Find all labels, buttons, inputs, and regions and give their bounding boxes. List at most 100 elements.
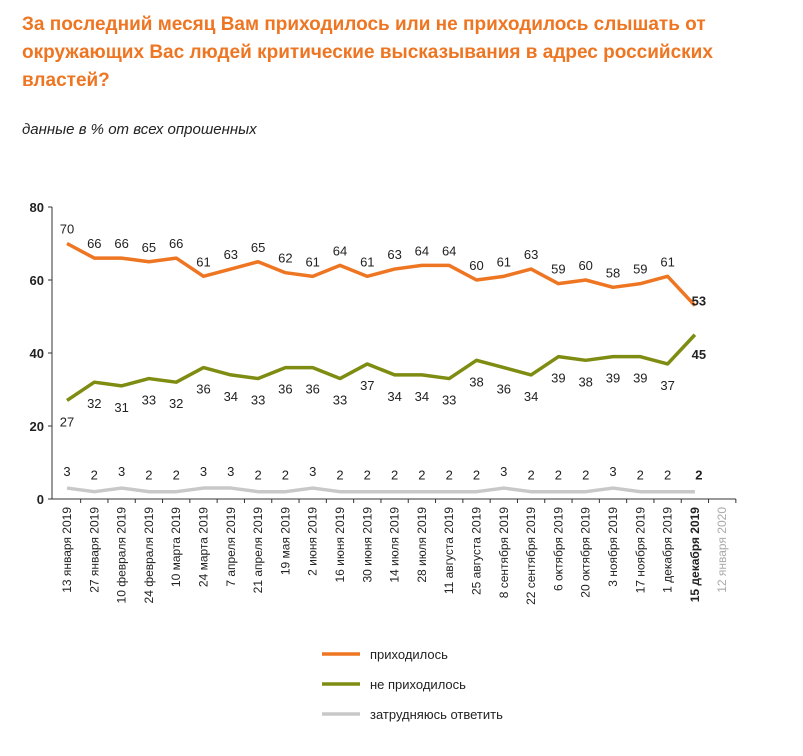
y-tick-label: 20 xyxy=(30,419,44,434)
x-tick-label: 12 января 2020 xyxy=(715,507,729,593)
chart-subtitle: данные в % от всех опрошенных xyxy=(22,121,257,138)
data-label: 2 xyxy=(145,468,152,483)
x-tick-label: 28 июля 2019 xyxy=(415,507,429,583)
legend-label: затрудняюсь ответить xyxy=(370,707,503,722)
x-tick-label: 14 июля 2019 xyxy=(388,507,402,583)
y-tick-label: 40 xyxy=(30,346,44,361)
data-label: 39 xyxy=(551,371,565,386)
data-label: 59 xyxy=(633,262,647,277)
data-label: 61 xyxy=(196,254,210,269)
data-label: 65 xyxy=(251,240,265,255)
x-tick-label: 10 февраля 2019 xyxy=(115,507,129,604)
line-series xyxy=(66,486,695,494)
data-label: 2 xyxy=(336,468,343,483)
data-label: 2 xyxy=(391,468,398,483)
data-label: 60 xyxy=(578,258,592,273)
x-tick-label: 24 февраля 2019 xyxy=(142,507,156,604)
x-tick-label: 25 августа 2019 xyxy=(470,507,484,595)
x-tick-label: 21 апреля 2019 xyxy=(251,507,265,594)
data-label: 36 xyxy=(497,382,511,397)
data-label: 3 xyxy=(500,464,507,479)
data-label: 2 xyxy=(173,468,180,483)
x-tick-label: 15 декабря 2019 xyxy=(688,507,702,603)
data-label: 3 xyxy=(200,464,207,479)
x-tick-label: 8 сентября 2019 xyxy=(497,507,511,599)
x-tick-label: 6 октября 2019 xyxy=(551,507,565,591)
data-label: 39 xyxy=(606,371,620,386)
data-label: 62 xyxy=(278,251,292,266)
data-label: 2 xyxy=(446,468,453,483)
data-label: 34 xyxy=(224,389,238,404)
data-label: 66 xyxy=(114,236,128,251)
y-tick-label: 80 xyxy=(30,200,44,215)
x-tick-label: 20 октября 2019 xyxy=(579,507,593,598)
data-label: 3 xyxy=(309,464,316,479)
line-series xyxy=(66,333,697,402)
data-label: 63 xyxy=(387,247,401,262)
x-tick-label: 30 июня 2019 xyxy=(360,507,374,583)
x-tick-label: 17 ноября 2019 xyxy=(633,507,647,594)
data-label: 34 xyxy=(415,389,429,404)
x-tick-label: 24 марта 2019 xyxy=(197,507,211,587)
data-label: 2 xyxy=(664,468,671,483)
data-label: 45 xyxy=(692,347,706,362)
y-tick-label: 60 xyxy=(30,273,44,288)
data-label: 2 xyxy=(637,468,644,483)
data-label: 36 xyxy=(305,382,319,397)
data-label: 2 xyxy=(555,468,562,483)
data-label: 53 xyxy=(692,294,706,309)
data-label: 2 xyxy=(91,468,98,483)
data-label: 58 xyxy=(606,265,620,280)
data-label: 64 xyxy=(415,243,429,258)
data-label: 34 xyxy=(387,389,401,404)
data-label: 2 xyxy=(527,468,534,483)
x-tick-label: 13 января 2019 xyxy=(60,507,74,593)
data-label: 61 xyxy=(305,254,319,269)
data-label: 66 xyxy=(169,236,183,251)
data-label: 37 xyxy=(660,378,674,393)
data-label: 3 xyxy=(63,464,70,479)
data-label: 2 xyxy=(473,468,480,483)
data-label: 2 xyxy=(254,468,261,483)
data-label: 59 xyxy=(551,262,565,277)
y-tick-label: 0 xyxy=(37,492,44,507)
data-label: 63 xyxy=(224,247,238,262)
line-series xyxy=(66,241,697,307)
data-label: 33 xyxy=(442,393,456,408)
data-label: 65 xyxy=(142,240,156,255)
data-label: 2 xyxy=(364,468,371,483)
data-label: 60 xyxy=(469,258,483,273)
data-label: 31 xyxy=(114,400,128,415)
data-label: 39 xyxy=(633,371,647,386)
data-label: 2 xyxy=(418,468,425,483)
data-label: 64 xyxy=(442,243,456,258)
x-tick-label: 19 мая 2019 xyxy=(278,507,292,575)
data-label: 33 xyxy=(333,393,347,408)
data-label: 38 xyxy=(469,374,483,389)
x-tick-label: 3 ноября 2019 xyxy=(606,507,620,587)
data-label: 36 xyxy=(196,382,210,397)
chart-title: За последний месяц Вам приходилось или н… xyxy=(22,14,713,91)
x-tick-label: 11 августа 2019 xyxy=(442,507,456,594)
x-tick-label: 10 марта 2019 xyxy=(169,507,183,587)
x-tick-label: 2 июня 2019 xyxy=(306,507,320,576)
data-label: 66 xyxy=(87,236,101,251)
data-label: 33 xyxy=(251,393,265,408)
x-tick-label: 22 сентября 2019 xyxy=(524,507,538,605)
legend-label: не приходилось xyxy=(370,677,466,692)
data-label: 70 xyxy=(60,222,74,237)
data-label: 34 xyxy=(524,389,538,404)
data-label: 33 xyxy=(142,393,156,408)
data-label: 38 xyxy=(578,374,592,389)
data-label: 36 xyxy=(278,382,292,397)
data-label: 63 xyxy=(524,247,538,262)
data-label: 64 xyxy=(333,243,347,258)
data-label: 3 xyxy=(227,464,234,479)
data-label: 2 xyxy=(282,468,289,483)
data-label: 27 xyxy=(60,414,74,429)
data-label: 2 xyxy=(695,468,702,483)
data-label: 32 xyxy=(87,396,101,411)
data-label: 2 xyxy=(582,468,589,483)
data-label: 32 xyxy=(169,396,183,411)
